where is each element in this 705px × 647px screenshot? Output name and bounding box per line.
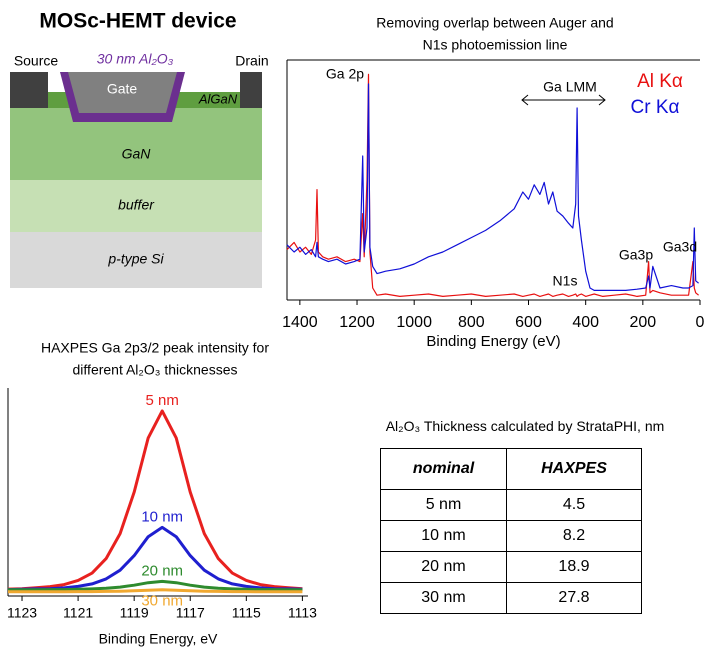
cell: 27.8 (506, 582, 642, 614)
annotation: Ga 2p (326, 66, 364, 82)
cell: 30 nm (380, 582, 507, 614)
layer-label: GaN (122, 146, 152, 162)
series-label: 20 nm (141, 562, 183, 579)
series-line (7, 409, 303, 591)
cell: 18.9 (506, 551, 642, 583)
cell: 5 nm (380, 489, 507, 521)
series-line (8, 588, 303, 594)
x-tick-label: 1200 (339, 314, 375, 331)
x-axis-label: Binding Energy (eV) (426, 333, 560, 350)
x-tick-label: 1119 (120, 605, 149, 621)
source-label: Source (14, 53, 59, 69)
annotation: Ga3d (663, 239, 697, 255)
gate (68, 72, 177, 113)
header-cell: HAXPES (506, 448, 642, 490)
layer-label: AlGaN (198, 91, 238, 106)
x-axis-label: Binding Energy, eV (99, 631, 218, 647)
annotation: Ga3p (619, 247, 653, 263)
series-label: 30 nm (141, 593, 183, 610)
x-tick-label: 1000 (396, 314, 432, 331)
legend-entry: Cr Kα (631, 97, 680, 118)
chart-title: Removing overlap between Auger and (376, 15, 613, 31)
series-line (7, 525, 303, 592)
series-line (286, 83, 699, 291)
oxide-label: 30 nm Al₂O₃ (97, 51, 174, 67)
x-tick-label: 0 (696, 314, 705, 331)
series-label: 5 nm (146, 392, 179, 409)
annotation: N1s (553, 273, 578, 289)
annotation: Ga LMM (543, 79, 597, 95)
series-line (8, 579, 303, 592)
drain-contact (240, 72, 262, 108)
layer-label: p-type Si (107, 251, 164, 267)
x-tick-label: 600 (515, 314, 542, 331)
cell: 4.5 (506, 489, 642, 521)
x-tick-label: 1123 (7, 605, 37, 621)
x-tick-label: 1121 (63, 605, 93, 621)
x-tick-label: 1400 (282, 314, 318, 331)
series-label: 10 nm (141, 508, 183, 525)
diagram-title: MOSc-HEMT device (39, 10, 236, 33)
cell: 10 nm (380, 520, 507, 552)
layer-label: buffer (118, 197, 155, 213)
x-tick-label: 400 (572, 314, 599, 331)
chart-title: different Al₂O₃ thicknesses (73, 362, 238, 378)
x-tick-label: 1117 (176, 605, 205, 621)
chart-title: HAXPES Ga 2p3/2 peak intensity for (41, 340, 269, 356)
x-tick-label: 1115 (232, 605, 261, 621)
x-tick-label: 1113 (288, 605, 317, 621)
x-tick-label: 200 (629, 314, 656, 331)
device-diagram: MOSc-HEMT device Source 30 nm Al₂O₃ Drai… (10, 10, 269, 288)
buffer-layer (10, 180, 262, 232)
legend-entry: Al Kα (637, 71, 683, 92)
chart-title: N1s photoemission line (423, 37, 568, 53)
gate-label: Gate (107, 81, 138, 97)
source-contact (10, 72, 48, 108)
thickness-table: nominal HAXPES 5 nm 4.5 10 nm 8.2 20 nm 18.9… (380, 448, 642, 614)
header-cell: nominal (380, 448, 507, 490)
x-tick-label: 800 (458, 314, 485, 331)
drain-label: Drain (235, 53, 268, 69)
ga-lmm-arrow (521, 94, 606, 106)
table-caption: Al₂O₃ Thickness calculated by StrataPHI,… (385, 418, 665, 434)
cell: 20 nm (380, 551, 507, 583)
si-layer (10, 232, 262, 288)
cell: 8.2 (506, 520, 642, 552)
